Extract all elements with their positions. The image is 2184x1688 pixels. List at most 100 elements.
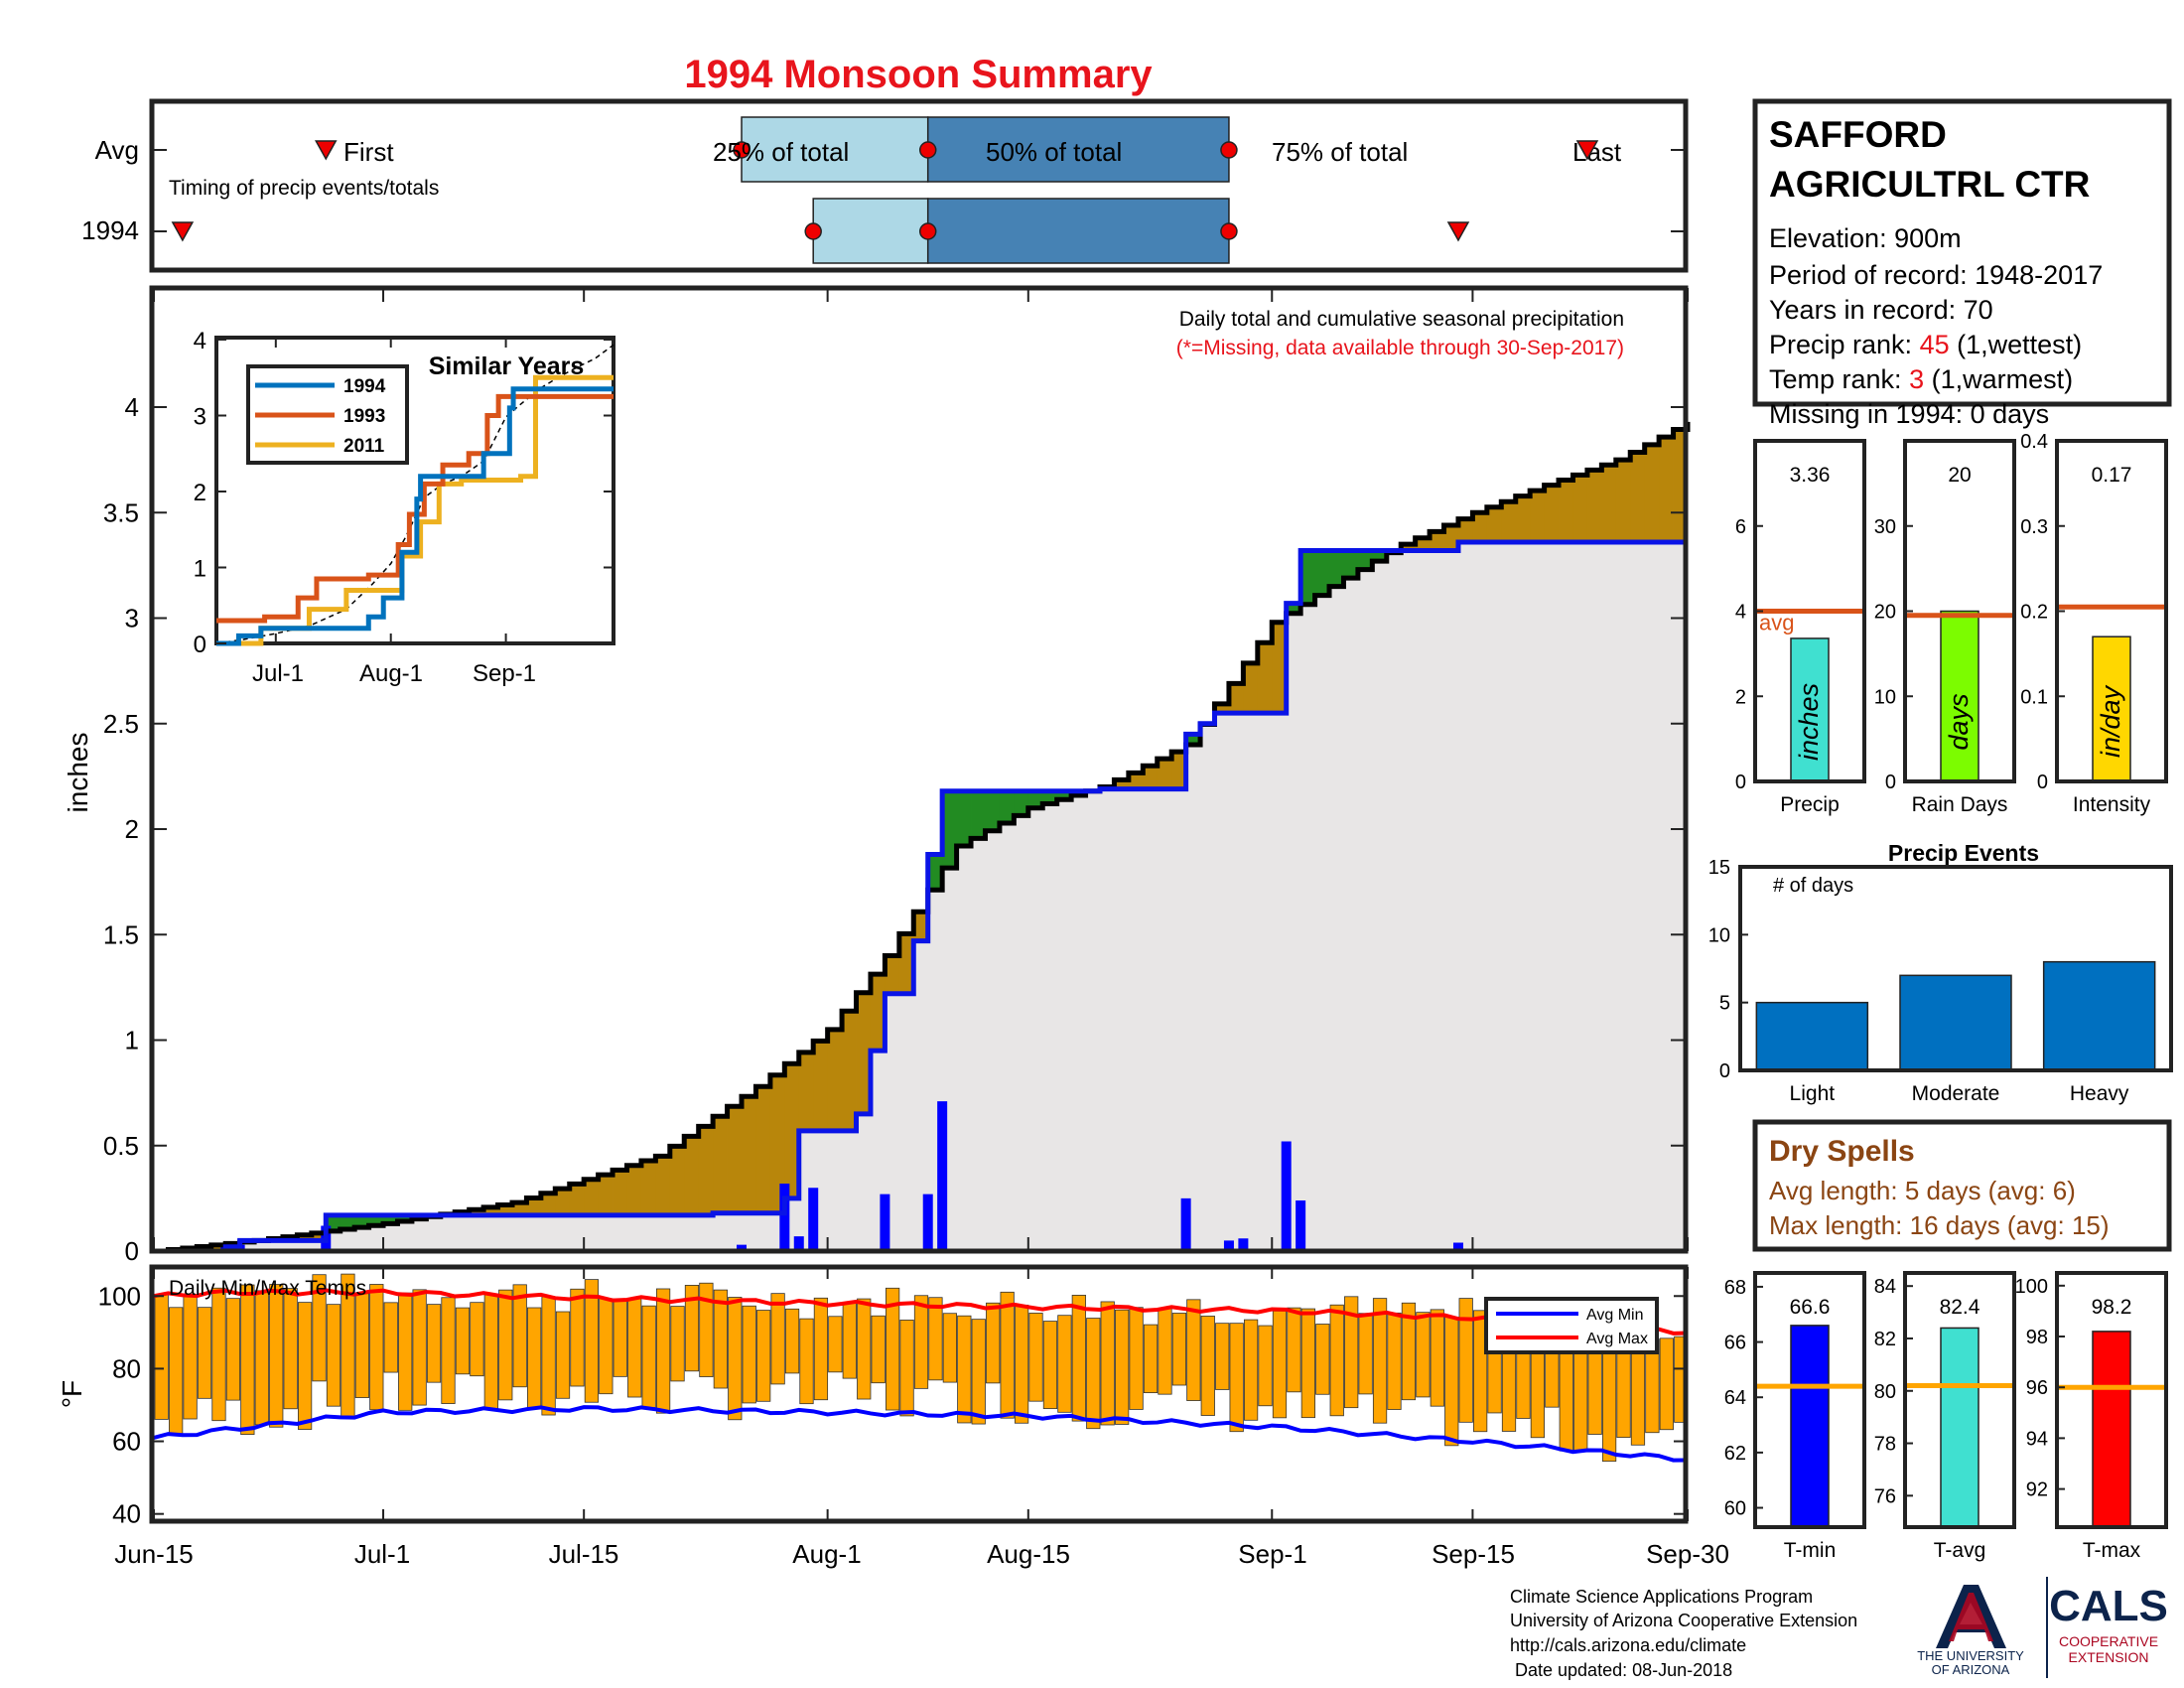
- precip-annotation-title: Daily total and cumulative seasonal prec…: [1179, 308, 1624, 331]
- deficit-fill: [727, 1106, 743, 1213]
- daily-temp-bar: [383, 1302, 398, 1373]
- station-precip-rank: Precip rank: 45 (1,wettest): [1769, 330, 2082, 359]
- daily-temp-bar: [928, 1297, 943, 1381]
- deficit-fill: [1515, 495, 1531, 542]
- station-period: Period of record: 1948-2017: [1769, 260, 2103, 290]
- avg-first-marker: [314, 140, 338, 161]
- t-min-ytick-label: 68: [1724, 1277, 1746, 1299]
- t-max-ytick-label: 92: [2026, 1479, 2048, 1501]
- t-min-xlabel: T-min: [1784, 1539, 1837, 1562]
- timing-row-label-avg: Avg: [95, 135, 139, 165]
- deficit-fill: [813, 1041, 829, 1131]
- temp-panel: 40 60 80 100 Daily Min/Max Temps °F Avg Min…: [57, 1264, 1689, 1529]
- surplus-fill: [927, 854, 943, 891]
- 1994-last-marker: [1446, 221, 1470, 242]
- deficit-fill: [1415, 537, 1431, 551]
- station-temp-rank: Temp rank: 3 (1,warmest): [1769, 364, 2073, 394]
- deficit-fill: [210, 1244, 226, 1251]
- deficit-fill: [1630, 452, 1646, 542]
- daily-precip-bar: [1296, 1200, 1306, 1251]
- cals-logo-text: CALS: [2049, 1582, 2168, 1630]
- precip-ytick-label: 3: [125, 604, 139, 633]
- surplus-fill: [1185, 734, 1201, 745]
- daily-temp-bar: [1129, 1307, 1144, 1410]
- intensity-ytick-label: 0.4: [2020, 431, 2048, 453]
- station-elevation: Elevation: 900m: [1769, 223, 1962, 253]
- rain-days-bar: [1940, 610, 1979, 782]
- daily-temp-bar: [1358, 1313, 1373, 1395]
- daily-temp-bar: [957, 1315, 972, 1424]
- daily-temp-bar: [1272, 1310, 1288, 1419]
- deficit-fill: [569, 1184, 585, 1215]
- t-avg-xlabel: T-avg: [1934, 1539, 1986, 1562]
- daily-temp-bar: [713, 1289, 728, 1389]
- cumulative-1994-line: [154, 539, 1688, 1254]
- surplus-fill: [383, 1214, 398, 1224]
- precip-ytick-label: 2: [1735, 686, 1746, 708]
- surplus-fill: [354, 1214, 369, 1228]
- deficit-fill: [798, 1052, 814, 1131]
- t-avg-bar: [1940, 1327, 1979, 1528]
- date-tick-aug1: Aug-1: [792, 1539, 861, 1569]
- daily-temp-bar: [1344, 1296, 1359, 1409]
- t-avg-value-label: 82.4: [1940, 1296, 1980, 1319]
- daily-temp-bar: [942, 1313, 957, 1383]
- avg-p75-marker: [1220, 141, 1238, 159]
- daily-temp-bar: [211, 1287, 226, 1422]
- avg-max-line: [153, 1288, 1689, 1336]
- precip-ytick-label: 1.5: [103, 919, 139, 949]
- precip-ytick-label: 3.5: [103, 497, 139, 527]
- daily-temp-bar: [1042, 1321, 1058, 1410]
- precip-rank-value: 45: [1920, 330, 1950, 359]
- date-tick-sep15: Sep-15: [1432, 1539, 1515, 1569]
- temp-legend: Avg Min Avg Max: [1484, 1297, 1659, 1354]
- t-min-ytick-label: 66: [1724, 1333, 1746, 1354]
- inset-title: Similar Years: [429, 352, 585, 380]
- daily-temp-bar: [1473, 1310, 1488, 1433]
- surplus-fill: [985, 790, 1001, 831]
- temp-legend-avg-min: Avg Min: [1586, 1307, 1644, 1324]
- surplus-fill: [340, 1214, 355, 1230]
- ua-logo-line1: THE UNIVERSITY: [1917, 1648, 2024, 1663]
- 1994-box-50-75: [926, 198, 1230, 264]
- precip-rank-label: Precip rank:: [1769, 330, 1920, 359]
- t-max-value-label: 98.2: [2092, 1296, 2132, 1319]
- daily-temp-bar: [1186, 1299, 1201, 1401]
- precip-ytick-label: 4: [1735, 602, 1746, 624]
- precip-xlabel: Precip: [1780, 793, 1840, 816]
- deficit-fill: [1214, 703, 1230, 714]
- daily-temp-bar: [326, 1304, 341, 1407]
- intensity-unit-label: in/day: [2096, 684, 2125, 758]
- deficit-fill: [1228, 683, 1244, 714]
- event-ytick-label: 15: [1708, 857, 1730, 879]
- daily-temp-bar: [1287, 1307, 1301, 1393]
- event-bar-heavy: [2042, 960, 2156, 1071]
- footer-line-1: Climate Science Applications Program: [1510, 1587, 1813, 1607]
- t-avg-ytick-label: 80: [1874, 1381, 1896, 1403]
- 1994-first-marker: [171, 221, 195, 242]
- deficit-fill: [1272, 622, 1288, 714]
- deficit-fill: [655, 1156, 671, 1215]
- daily-temp-bar: [1630, 1342, 1646, 1446]
- daily-temp-bar: [1659, 1337, 1674, 1431]
- inset-legend-2011: 2011: [343, 436, 385, 457]
- event-xlabel-heavy: Heavy: [2070, 1082, 2129, 1105]
- inset-xtick-aug: Aug-1: [359, 660, 423, 687]
- station-name-line1: SAFFORD: [1769, 114, 1947, 155]
- deficit-fill: [1114, 779, 1130, 789]
- deficit-fill: [1457, 518, 1473, 542]
- event-xlabel-moderate: Moderate: [1912, 1082, 2000, 1105]
- daily-temp-bar: [1000, 1291, 1015, 1419]
- daily-temp-bar: [1215, 1323, 1230, 1390]
- surplus-fill: [1042, 790, 1058, 804]
- deficit-fill: [713, 1116, 728, 1213]
- date-axis: Jun-15 Jul-1 Jul-15 Aug-1 Aug-15 Sep-1 S…: [114, 1539, 1729, 1569]
- surplus-fill: [1357, 550, 1373, 570]
- cumulative-1994-fill: [154, 542, 1688, 1251]
- timing-pct25-label: 25% of total: [713, 137, 849, 167]
- timing-panel: Avg 1994 Timing of precip events/totals …: [81, 98, 1689, 273]
- temp-rank-label: Temp rank:: [1769, 364, 1909, 394]
- inset-ytick-label: 1: [194, 556, 206, 583]
- precip-ytick-label: 0: [125, 1236, 139, 1266]
- inset-series-1994: [216, 386, 614, 646]
